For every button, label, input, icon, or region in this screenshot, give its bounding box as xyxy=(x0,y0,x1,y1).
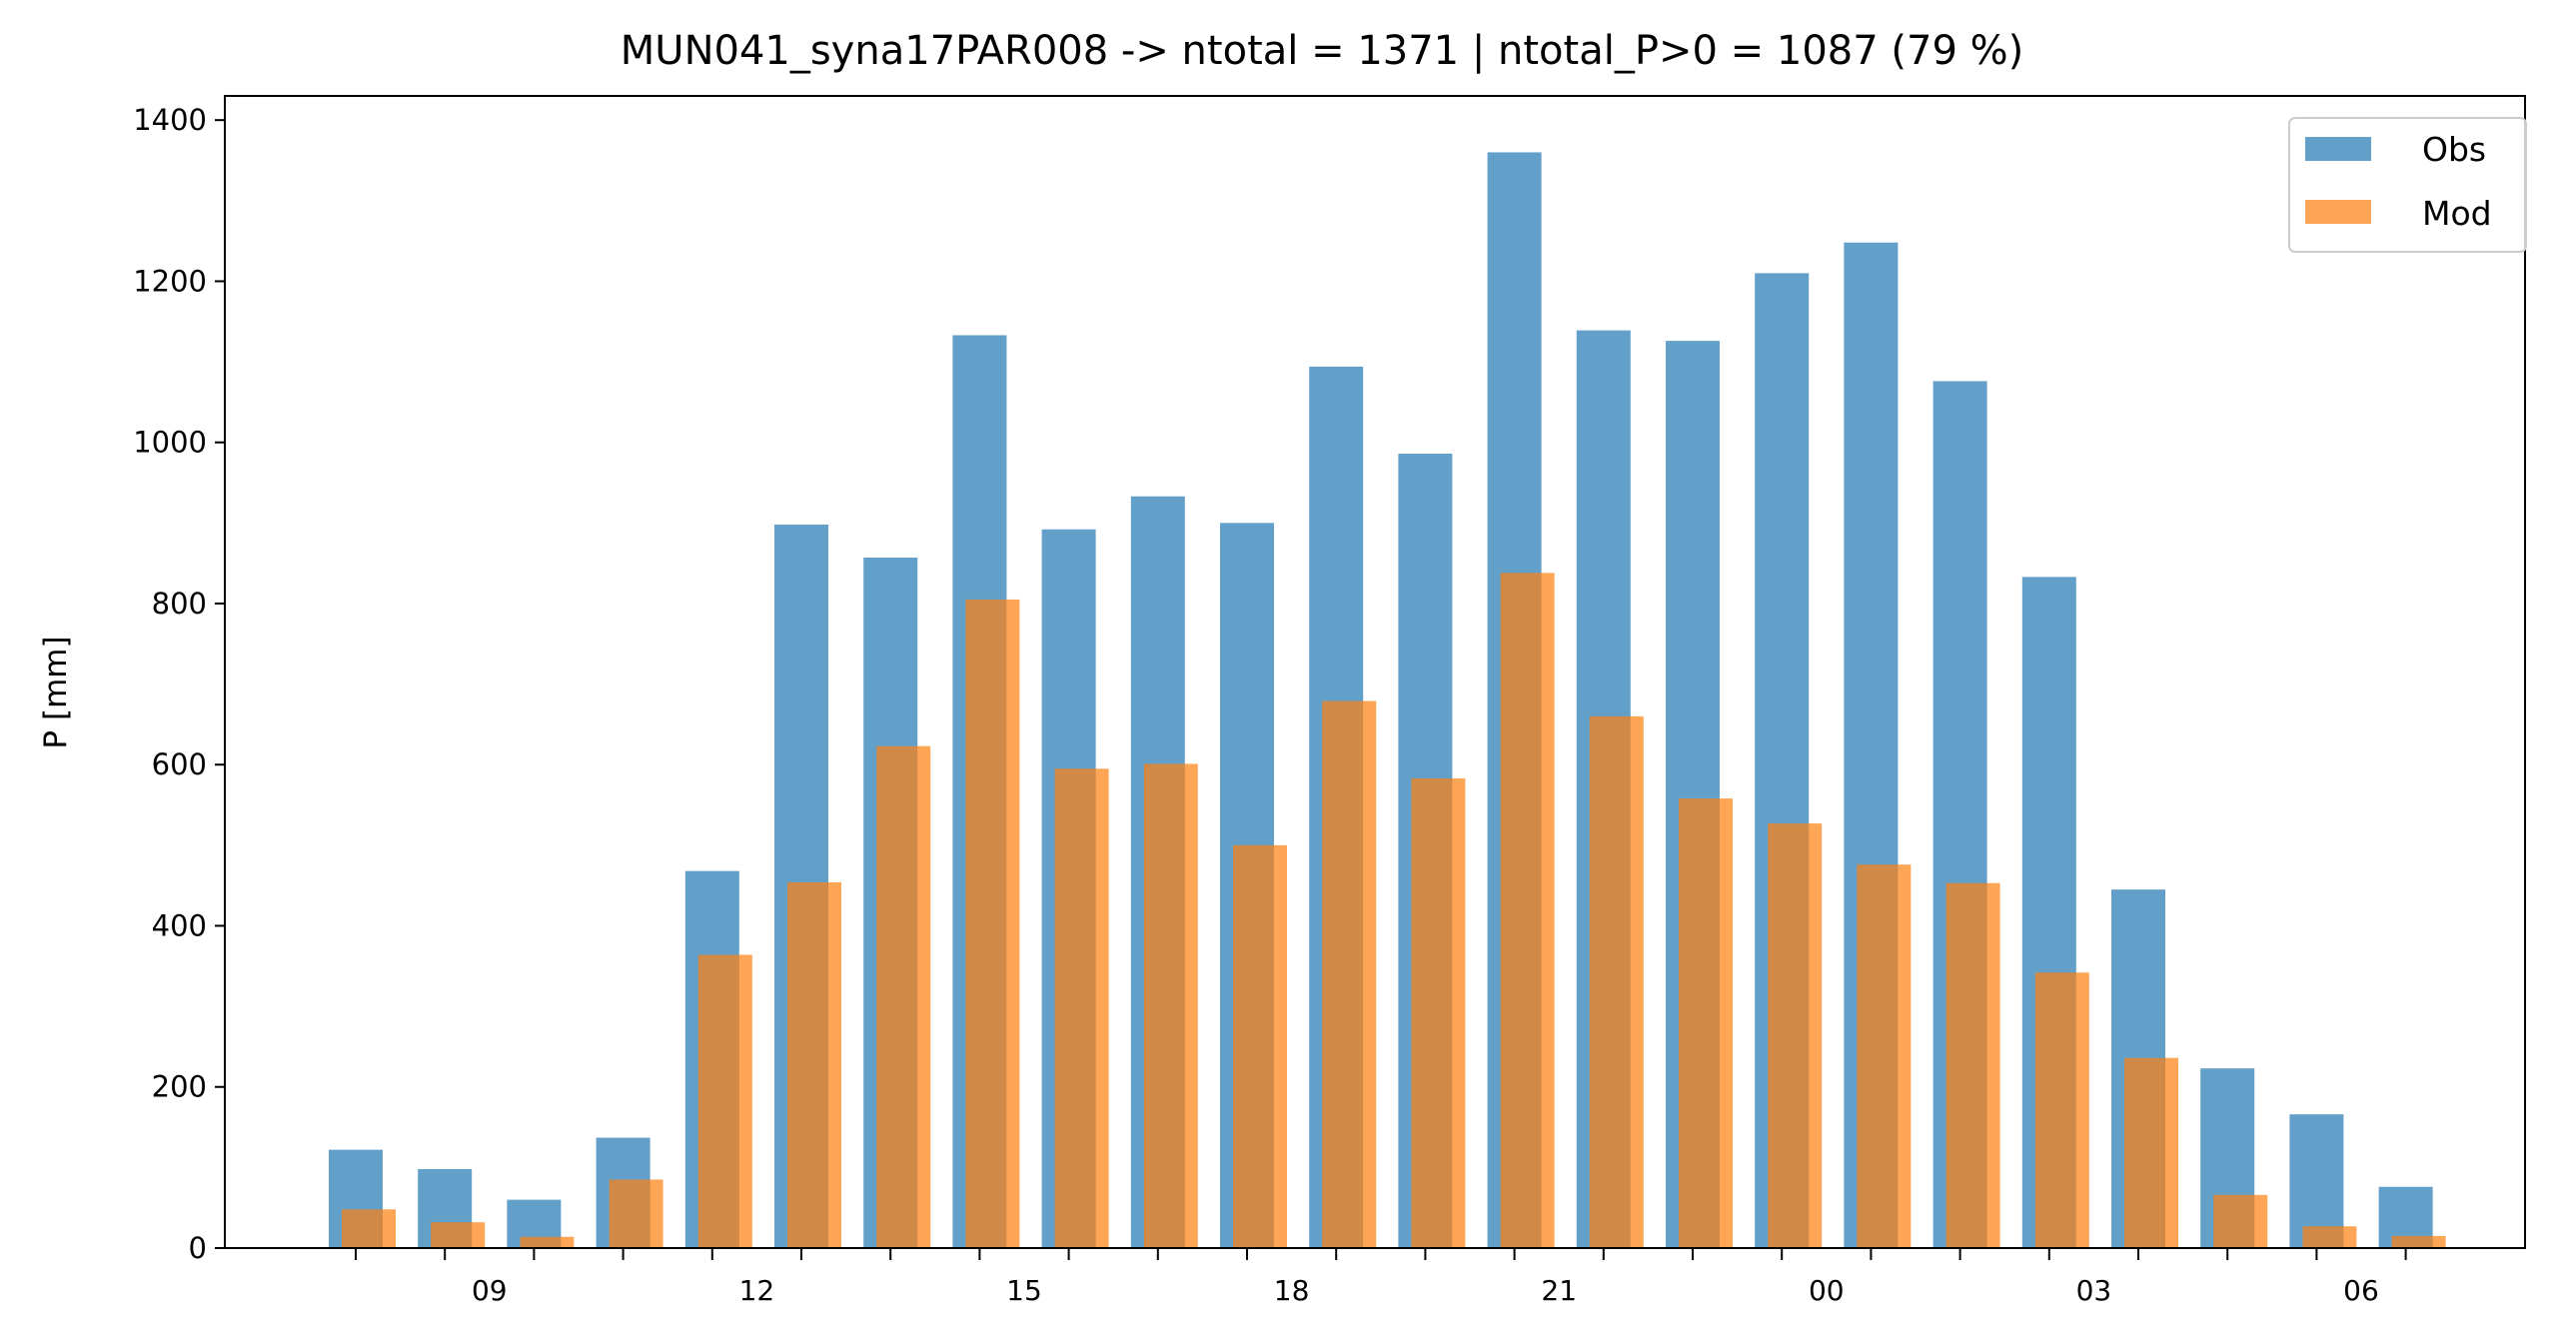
bar-mod-14 xyxy=(876,745,931,1248)
legend-swatch-mod xyxy=(2305,200,2371,224)
bar-mod-04 xyxy=(2124,1057,2178,1248)
x-tick-label: 18 xyxy=(1274,1274,1310,1307)
bar-mod-15 xyxy=(965,599,1020,1248)
bar-mod-16 xyxy=(1054,768,1109,1248)
y-tick-label: 0 xyxy=(189,1231,207,1265)
bar-mod-00 xyxy=(1768,823,1823,1248)
bar-mod-11 xyxy=(609,1179,663,1248)
x-tick-label: 21 xyxy=(1541,1274,1577,1307)
y-tick-label: 800 xyxy=(152,587,207,621)
legend-label-mod: Mod xyxy=(2422,194,2492,233)
bar-mod-13 xyxy=(787,881,841,1248)
bar-mod-19 xyxy=(1322,700,1377,1248)
legend-label-obs: Obs xyxy=(2422,130,2486,169)
bar-mod-09 xyxy=(431,1222,486,1248)
bar-mod-01 xyxy=(1857,864,1912,1248)
x-tick-label: 06 xyxy=(2343,1274,2379,1307)
x-tick-label: 03 xyxy=(2076,1274,2112,1307)
bar-mod-23 xyxy=(1679,798,1733,1248)
y-axis-label: P [mm] xyxy=(38,636,74,748)
legend: Obs Mod xyxy=(2288,117,2527,253)
mod-bars xyxy=(342,573,2446,1248)
y-axis-ticks: 0 200 400 600 800 1000 1200 1400 xyxy=(133,103,225,1265)
bar-mod-07 xyxy=(2391,1235,2446,1248)
bar-mod-02 xyxy=(1945,882,2000,1248)
x-tick-label: 12 xyxy=(739,1274,775,1307)
obs-bars xyxy=(329,152,2433,1249)
legend-swatch-obs xyxy=(2305,137,2371,161)
plot-frame xyxy=(224,95,2526,1249)
x-axis-ticks: 09 12 15 18 21 00 03 06 xyxy=(355,1248,2407,1307)
bar-mod-12 xyxy=(697,954,752,1248)
bar-mod-03 xyxy=(2034,972,2089,1248)
bar-mod-10 xyxy=(520,1236,575,1248)
bar-mod-20 xyxy=(1411,777,1466,1248)
bar-mod-05 xyxy=(2213,1194,2268,1248)
y-tick-label: 1200 xyxy=(133,264,207,298)
y-tick-label: 1000 xyxy=(133,426,207,460)
x-tick-label: 00 xyxy=(1809,1274,1845,1307)
bar-mod-17 xyxy=(1143,763,1198,1248)
bar-mod-06 xyxy=(2302,1226,2357,1248)
bar-mod-18 xyxy=(1233,844,1287,1248)
y-tick-label: 1400 xyxy=(133,103,207,137)
y-tick-label: 600 xyxy=(152,747,207,781)
y-tick-label: 200 xyxy=(152,1070,207,1104)
bar-mod-22 xyxy=(1589,715,1644,1248)
bar-obs-06 xyxy=(2289,1114,2344,1248)
bar-mod-08 xyxy=(342,1209,396,1248)
x-tick-label: 15 xyxy=(1006,1274,1042,1307)
y-tick-label: 400 xyxy=(152,908,207,942)
x-tick-label: 09 xyxy=(472,1274,508,1307)
bar-mod-21 xyxy=(1500,573,1555,1248)
chart-title: MUN041_syna17PAR008 -> ntotal = 1371 | n… xyxy=(621,28,2023,74)
